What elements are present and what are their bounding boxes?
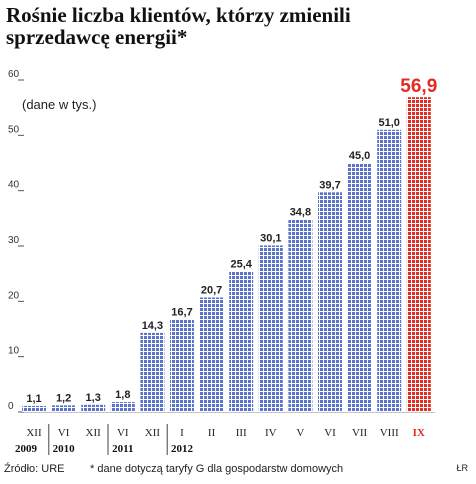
- bar: [140, 332, 165, 412]
- source-text: Źródło: URE: [4, 463, 65, 475]
- year-label: 2010: [53, 443, 76, 455]
- footnote-text: * dane dotyczą taryfy G dla gospodarstw …: [90, 463, 344, 475]
- x-tick-label: IX: [413, 427, 425, 439]
- x-tick-label: VI: [324, 427, 336, 439]
- bar: [288, 219, 313, 412]
- x-tick-label: II: [208, 427, 216, 439]
- y-tick-label: 0: [8, 401, 14, 412]
- bar: [229, 271, 254, 412]
- value-label: 1,3: [86, 392, 101, 404]
- value-label: 56,9: [400, 76, 437, 97]
- year-label: 2011: [112, 443, 133, 455]
- y-tick-label: 20: [8, 290, 20, 301]
- bar-chart: 0 10 20 30 40 50 60 1,1 1,2 1,3 1,8 14,3 16,7 20,7 25…: [8, 69, 437, 455]
- value-label: 1,1: [26, 393, 41, 405]
- value-label: 25,4: [230, 258, 252, 270]
- value-label: 1,2: [56, 392, 71, 404]
- x-tick-label: VI: [117, 427, 129, 439]
- bar: [347, 163, 372, 412]
- x-tick-label: XII: [26, 427, 42, 439]
- y-tick-label: 40: [8, 180, 20, 191]
- x-tick-label: VIII: [380, 427, 399, 439]
- x-tick-label: I: [180, 427, 184, 439]
- bar: [51, 405, 76, 412]
- bar: [22, 405, 46, 412]
- x-tick-label: IV: [265, 427, 277, 439]
- bar: [170, 319, 194, 412]
- y-tick-label: 30: [8, 235, 20, 246]
- bar: [258, 245, 283, 412]
- value-label: 45,0: [349, 150, 370, 162]
- y-tick-label: 60: [8, 69, 20, 80]
- bar: [81, 404, 106, 412]
- bar: [199, 297, 224, 412]
- value-label: 16,7: [171, 307, 192, 319]
- y-axis: 0 10 20 30 40 50 60: [8, 69, 24, 413]
- value-label: 51,0: [378, 117, 399, 129]
- year-label: 2012: [171, 443, 194, 455]
- x-tick-label: V: [296, 427, 304, 439]
- bar: [377, 129, 402, 413]
- y-tick-label: 50: [8, 124, 20, 135]
- value-label: 34,8: [290, 206, 311, 218]
- credit-text: ŁR: [456, 463, 468, 473]
- x-tick-label: VII: [352, 427, 368, 439]
- y-tick-label: 10: [8, 346, 20, 357]
- value-labels: 1,1 1,2 1,3 1,8 14,3 16,7 20,7 25,4 30,1 34,8 39,7…: [26, 76, 437, 405]
- x-tick-label: XII: [86, 427, 102, 439]
- x-tick-label: VI: [58, 427, 70, 439]
- x-tick-label: XII: [145, 427, 161, 439]
- bar: [318, 192, 342, 412]
- unit-note: (dane w tys.): [22, 97, 97, 112]
- year-label: 2009: [15, 443, 38, 455]
- bar: [406, 97, 431, 413]
- value-label: 1,8: [115, 389, 130, 401]
- value-label: 20,7: [201, 284, 222, 296]
- value-label: 14,3: [142, 320, 163, 332]
- bars: [22, 97, 431, 413]
- value-label: 39,7: [319, 179, 340, 191]
- bar: [110, 402, 135, 412]
- x-tick-label: III: [236, 427, 247, 439]
- chart-title: Rośnie liczba klientów, którzy zmienili …: [6, 3, 351, 49]
- value-label: 30,1: [260, 232, 281, 244]
